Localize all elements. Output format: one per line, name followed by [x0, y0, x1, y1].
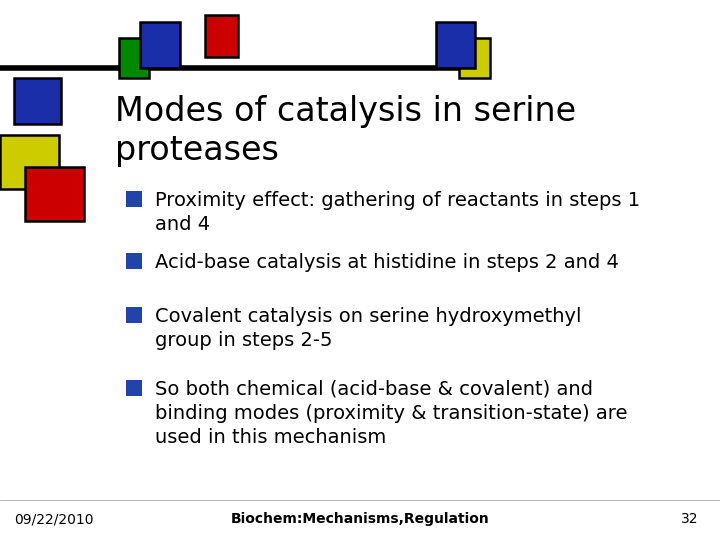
- Bar: [205, 15, 238, 57]
- Text: Proximity effect: gathering of reactants in steps 1
and 4: Proximity effect: gathering of reactants…: [155, 191, 640, 234]
- Text: So both chemical (acid-base & covalent) and
binding modes (proximity & transitio: So both chemical (acid-base & covalent) …: [155, 380, 627, 447]
- Text: 32: 32: [681, 512, 698, 526]
- Bar: [126, 380, 142, 396]
- Bar: [25, 167, 84, 221]
- Text: Modes of catalysis in serine
proteases: Modes of catalysis in serine proteases: [115, 94, 576, 167]
- Bar: [436, 22, 475, 68]
- Bar: [14, 78, 61, 124]
- Bar: [140, 22, 180, 68]
- Text: Acid-base catalysis at histidine in steps 2 and 4: Acid-base catalysis at histidine in step…: [155, 253, 618, 272]
- Bar: [119, 38, 149, 78]
- Bar: [126, 191, 142, 207]
- Text: Biochem:Mechanisms,Regulation: Biochem:Mechanisms,Regulation: [230, 512, 490, 526]
- Bar: [126, 307, 142, 323]
- Bar: [459, 38, 490, 78]
- Bar: [126, 253, 142, 269]
- Bar: [0, 135, 59, 189]
- Text: Covalent catalysis on serine hydroxymethyl
group in steps 2-5: Covalent catalysis on serine hydroxymeth…: [155, 307, 581, 350]
- Text: 09/22/2010: 09/22/2010: [14, 512, 94, 526]
